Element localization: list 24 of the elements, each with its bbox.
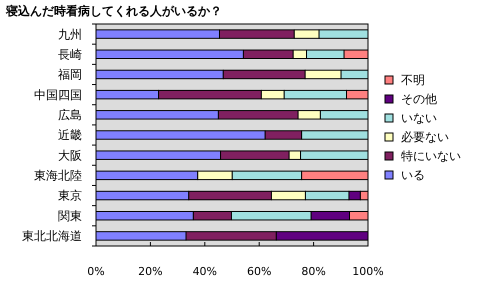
y-tick-label: 東北北海道	[22, 229, 82, 244]
y-tick-label: 九州	[58, 27, 82, 42]
x-tick-label: 80%	[301, 265, 326, 278]
x-tick-label: 20%	[138, 265, 163, 278]
y-tick-label: 近畿	[58, 128, 82, 142]
y-tick-label: 長崎	[58, 47, 82, 62]
legend-label: 必要ない	[401, 130, 449, 144]
y-tick-label: 東京	[58, 188, 82, 203]
y-tick-label: 東海北陸	[34, 168, 82, 183]
legend-label: その他	[401, 92, 437, 106]
x-tick-label: 100%	[352, 265, 384, 278]
x-tick-label: 60%	[246, 265, 272, 278]
legend-label: 不明	[401, 73, 425, 88]
y-tick-label: 中国四国	[34, 88, 82, 102]
y-tick-label: 大阪	[58, 148, 82, 162]
legend-label: いる	[401, 168, 425, 182]
legend-label: 特にいない	[401, 149, 461, 164]
chart-title: 寝込んだ時看病してくれる人がいるか？	[5, 4, 222, 18]
y-tick-label: 関東	[58, 208, 82, 223]
y-tick-label: 広島	[58, 108, 82, 122]
legend-label: いない	[401, 111, 437, 126]
x-tick-label: 40%	[192, 265, 218, 278]
x-tick-label: 0%	[87, 265, 105, 278]
y-tick-label: 福岡	[58, 68, 82, 82]
